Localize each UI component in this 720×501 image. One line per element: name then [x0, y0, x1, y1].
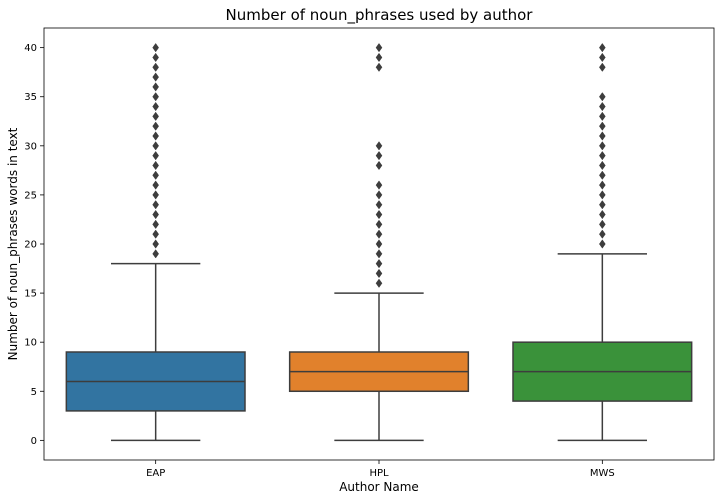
x-tick-label: EAP	[146, 468, 165, 479]
outlier-point-hpl	[375, 43, 383, 53]
outlier-point-mws	[599, 131, 606, 141]
y-tick-label: 5	[31, 387, 37, 398]
outlier-point-eap	[152, 249, 159, 259]
outlier-point-hpl	[375, 151, 383, 161]
outlier-point-hpl	[375, 249, 383, 259]
y-tick-label: 20	[24, 240, 37, 251]
outlier-point-mws	[599, 92, 606, 102]
outlier-point-hpl	[375, 160, 383, 171]
outlier-point-eap	[152, 121, 159, 131]
plot-area: 0 5 10 15 20 25 30 35 40 EAP HPL MWS	[24, 27, 715, 479]
outlier-point-eap	[152, 101, 159, 112]
y-tick-label: 0	[31, 436, 37, 447]
y-axis-label: Number of noun_phrases words in text	[6, 127, 20, 360]
outlier-point-hpl	[375, 62, 383, 72]
outlier-point-hpl	[375, 209, 383, 220]
outlier-point-hpl	[375, 52, 383, 63]
outlier-point-eap	[152, 92, 159, 102]
outlier-point-hpl	[375, 259, 383, 269]
outlier-point-hpl	[375, 200, 383, 210]
outlier-point-mws	[599, 43, 606, 53]
outlier-point-mws	[599, 229, 606, 239]
y-tick-label: 10	[24, 338, 37, 349]
outlier-point-hpl	[375, 278, 383, 288]
outlier-point-hpl	[375, 229, 383, 239]
outlier-point-eap	[152, 209, 159, 220]
x-tick-label: HPL	[369, 468, 389, 479]
outlier-point-mws	[599, 141, 606, 151]
outlier-point-hpl	[375, 190, 383, 200]
x-axis-label: Author Name	[339, 480, 419, 494]
outlier-point-mws	[599, 121, 606, 131]
outlier-point-mws	[599, 209, 606, 220]
outlier-point-eap	[152, 62, 159, 72]
outlier-point-mws	[599, 239, 606, 249]
y-tick-label: 15	[24, 289, 37, 300]
outlier-point-eap	[152, 200, 159, 210]
outlier-point-eap	[152, 180, 159, 190]
outlier-point-mws	[599, 160, 606, 171]
outlier-point-eap	[152, 43, 159, 53]
y-tick-label: 35	[24, 92, 37, 103]
outlier-point-eap	[152, 151, 159, 161]
outlier-point-eap	[152, 190, 159, 200]
y-tick-label: 30	[24, 141, 37, 152]
outlier-point-mws	[599, 62, 606, 72]
y-tick-label: 25	[24, 190, 37, 201]
outlier-point-eap	[152, 170, 159, 180]
chart-title: Number of noun_phrases used by author	[226, 6, 534, 25]
outlier-point-eap	[152, 131, 159, 141]
x-tick-label: MWS	[590, 468, 615, 479]
outlier-point-mws	[599, 151, 606, 161]
outlier-point-eap	[152, 72, 159, 82]
outlier-point-eap	[152, 52, 159, 63]
outlier-point-hpl	[375, 268, 383, 279]
outlier-point-mws	[599, 200, 606, 210]
outlier-point-eap	[152, 219, 159, 229]
outlier-point-eap	[152, 229, 159, 239]
outlier-point-eap	[152, 141, 159, 151]
outlier-point-hpl	[375, 141, 383, 151]
outlier-point-mws	[599, 180, 606, 190]
outlier-point-mws	[599, 170, 606, 180]
outlier-point-hpl	[375, 239, 383, 249]
outlier-point-mws	[599, 111, 606, 121]
outlier-point-eap	[152, 160, 159, 171]
outlier-point-hpl	[375, 180, 383, 190]
outlier-point-mws	[599, 219, 606, 229]
outlier-point-mws	[599, 52, 606, 63]
outlier-point-hpl	[375, 219, 383, 229]
outlier-point-eap	[152, 82, 159, 92]
outlier-point-mws	[599, 190, 606, 200]
outlier-point-eap	[152, 239, 159, 249]
outlier-point-mws	[599, 101, 606, 112]
outlier-point-eap	[152, 111, 159, 121]
y-tick-label: 40	[24, 43, 37, 54]
